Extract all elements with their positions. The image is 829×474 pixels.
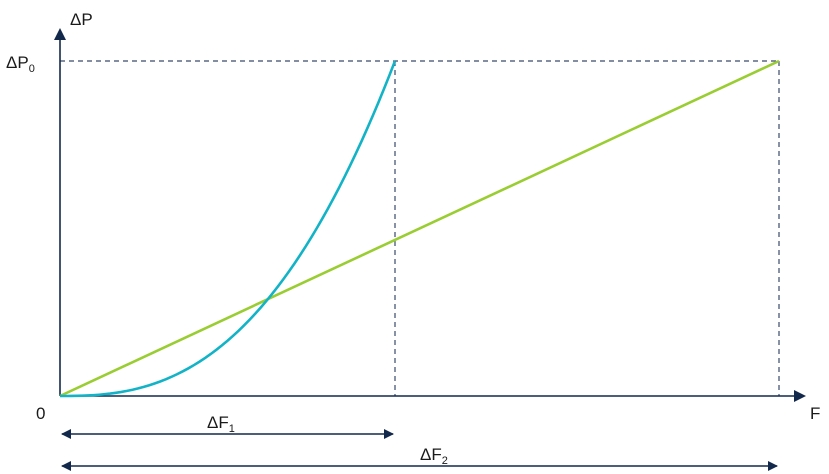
linear-response-line bbox=[59, 59, 780, 398]
y-axis-label: ΔP bbox=[70, 10, 93, 29]
nonlinear-response-curve bbox=[59, 60, 397, 398]
level-label: ΔP0 bbox=[6, 53, 35, 75]
x-axis-label: F bbox=[810, 404, 820, 423]
span-1-label: ΔF1 bbox=[207, 413, 235, 435]
origin-label: 0 bbox=[36, 404, 45, 423]
span-2-label: ΔF2 bbox=[420, 445, 448, 467]
